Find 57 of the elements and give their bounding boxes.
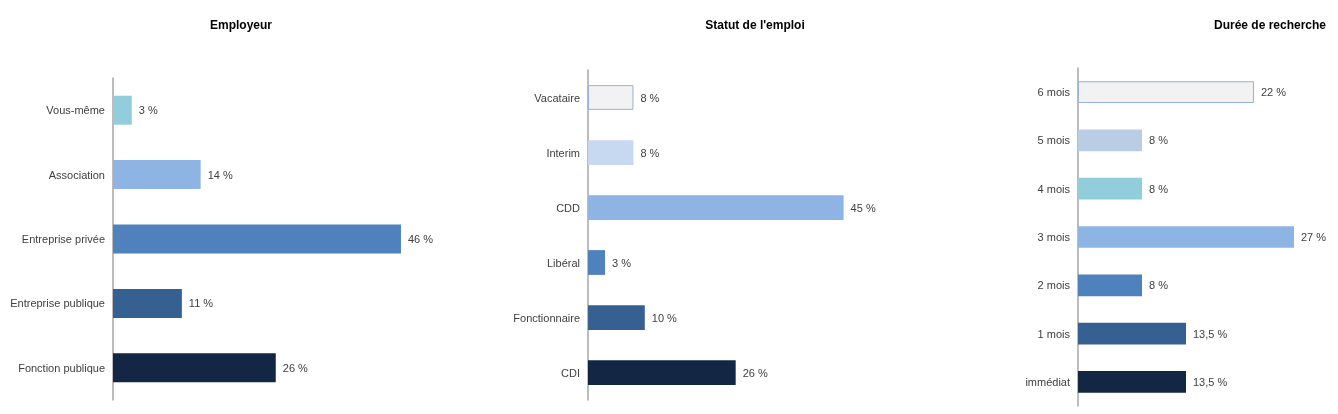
y-tick-label: Entreprise privée — [21, 233, 105, 245]
bar — [113, 224, 401, 254]
data-label: 8 % — [1149, 134, 1169, 147]
data-label: 13,5 % — [1193, 327, 1228, 340]
bar — [1078, 322, 1186, 345]
y-tick-label: 6 mois — [1037, 86, 1071, 99]
y-tick-label: 4 mois — [1037, 182, 1071, 195]
bar — [1078, 177, 1142, 200]
data-label: 45 % — [850, 201, 876, 214]
bar — [1078, 226, 1294, 248]
y-tick-label: Interim — [546, 146, 580, 159]
chart-title: Statut de l'emploi — [705, 18, 805, 32]
data-label: 13,5 % — [1193, 375, 1228, 388]
data-label: 10 % — [651, 311, 678, 324]
bar — [588, 195, 844, 220]
chart-title: Employeur — [209, 18, 273, 32]
y-tick-label: CDD — [556, 201, 581, 214]
data-label: 8 % — [640, 146, 660, 159]
y-tick-label: CDI — [561, 366, 580, 379]
data-label: 26 % — [742, 366, 768, 379]
y-tick-label: Fonctionnaire — [513, 311, 580, 324]
bar — [113, 353, 276, 383]
data-label: 26 % — [282, 361, 309, 374]
y-tick-label: 1 mois — [1037, 327, 1071, 340]
data-label: 3 % — [138, 104, 158, 117]
data-label: 14 % — [207, 168, 233, 181]
y-tick-label: Libéral — [546, 256, 580, 269]
y-tick-label: Fonction publique — [18, 361, 105, 374]
bar — [1078, 274, 1142, 297]
data-label: 8 % — [640, 91, 660, 104]
data-label: 3 % — [612, 256, 632, 269]
bar — [588, 85, 634, 110]
bar — [1078, 370, 1186, 393]
y-tick-label: 2 mois — [1037, 279, 1071, 292]
data-label: 27 % — [1301, 231, 1327, 243]
bar — [588, 305, 645, 330]
y-tick-label: 3 mois — [1037, 231, 1071, 243]
y-tick-label: 5 mois — [1037, 134, 1071, 147]
bar — [113, 160, 201, 190]
data-label: 8 % — [1149, 182, 1169, 195]
bar — [1078, 129, 1142, 152]
bar — [113, 288, 182, 318]
bar — [1078, 81, 1254, 104]
bar — [113, 95, 132, 125]
data-label: 22 % — [1261, 86, 1287, 99]
chart-title: Durée de recherche — [1213, 18, 1327, 32]
y-tick-label: Association — [48, 168, 105, 181]
y-tick-label: Vous-même — [46, 104, 105, 117]
y-tick-label: Vacataire — [534, 91, 580, 104]
data-label: 46 % — [407, 233, 434, 245]
bar — [588, 250, 606, 275]
y-tick-label: immédiat — [1025, 375, 1070, 388]
bar — [588, 140, 634, 165]
data-label: 11 % — [188, 297, 214, 310]
data-label: 8 % — [1149, 279, 1169, 292]
y-tick-label: Entreprise publique — [10, 297, 105, 310]
bar — [588, 360, 736, 385]
